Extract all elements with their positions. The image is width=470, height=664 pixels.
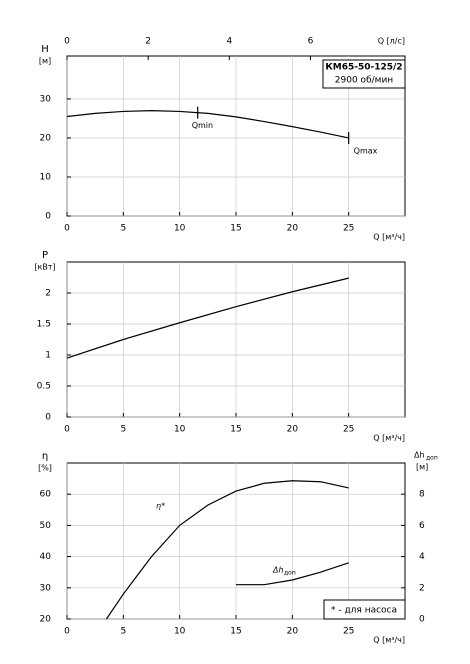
series-label: η* [156,502,165,511]
model-name: КМ65-50-125/2 [325,63,402,73]
q-marker-label: Qmax [354,146,378,155]
x-tick-label: 10 [174,224,186,234]
y-tick-label: 2 [45,289,51,299]
x-axis-label: Q [м³/ч] [373,233,405,242]
x-tick-label: 20 [287,425,299,435]
series-label-sub: доп [284,570,296,577]
y-axis-unit: [м] [39,57,51,66]
y2-axis-unit: [м] [416,463,428,472]
x2-tick-label: 6 [308,37,314,47]
y-tick-label: 20 [40,615,52,625]
x-tick-label: 5 [120,224,126,234]
model-box [322,59,406,89]
y-tick-label: 0 [45,212,51,222]
x2-tick-label: 0 [64,37,70,47]
y-axis-unit: [%] [38,464,52,473]
x-tick-label: 0 [64,627,70,637]
q-marker-label: Qmin [192,121,213,130]
y2-tick-label: 8 [419,490,425,500]
x-tick-label: 20 [287,627,299,637]
x-axis-label: Q [м³/ч] [373,636,405,645]
y2-tick-label: 6 [419,521,425,531]
series-label: Δh [272,566,284,575]
y-tick-label: 0.5 [37,382,51,392]
x-tick-label: 0 [64,425,70,435]
y-axis-unit: [кВт] [34,263,55,272]
x2-tick-label: 4 [226,37,232,47]
y-tick-label: 50 [40,521,52,531]
y-tick-label: 60 [40,490,52,500]
x-tick-label: 25 [343,425,354,435]
curve [66,110,349,139]
y-tick-label: 10 [40,172,52,182]
x-tick-label: 5 [120,627,126,637]
y-tick-label: 30 [40,583,52,593]
y2-tick-label: 2 [419,583,425,593]
footnote: * - для насоса [331,606,397,616]
y-tick-label: 1 [45,351,51,361]
y-tick-label: 0 [45,413,51,423]
y2-tick-label: 4 [419,552,425,562]
footnote-box [323,599,406,620]
x-tick-label: 0 [64,224,70,234]
y-tick-label: 40 [40,552,52,562]
y-tick-label: 1.5 [37,320,51,330]
x2-axis-label: Q [л/с] [378,37,405,46]
x2-tick-label: 2 [145,37,151,47]
y-axis-label: P [42,250,48,261]
x-tick-label: 15 [230,627,241,637]
curve [105,480,349,620]
model-speed: 2900 об/мин [335,76,393,86]
x-axis-label: Q [м³/ч] [373,434,405,443]
y2-axis-label: Δh [414,451,425,460]
y-axis-label: H [41,44,49,55]
x-tick-label: 25 [343,627,354,637]
y2-tick-label: 0 [419,615,425,625]
x-tick-label: 10 [174,425,186,435]
curve [66,277,349,359]
x-tick-label: 20 [287,224,299,234]
y-tick-label: 20 [40,133,52,143]
y2-axis-label-sub: доп [426,455,438,462]
x-tick-label: 25 [343,224,354,234]
x-tick-label: 10 [174,627,186,637]
y-axis-label: η [42,451,48,462]
x-tick-label: 5 [120,425,126,435]
curve [236,562,349,586]
x-tick-label: 15 [230,224,241,234]
y-tick-label: 30 [40,94,52,104]
x-tick-label: 15 [230,425,241,435]
